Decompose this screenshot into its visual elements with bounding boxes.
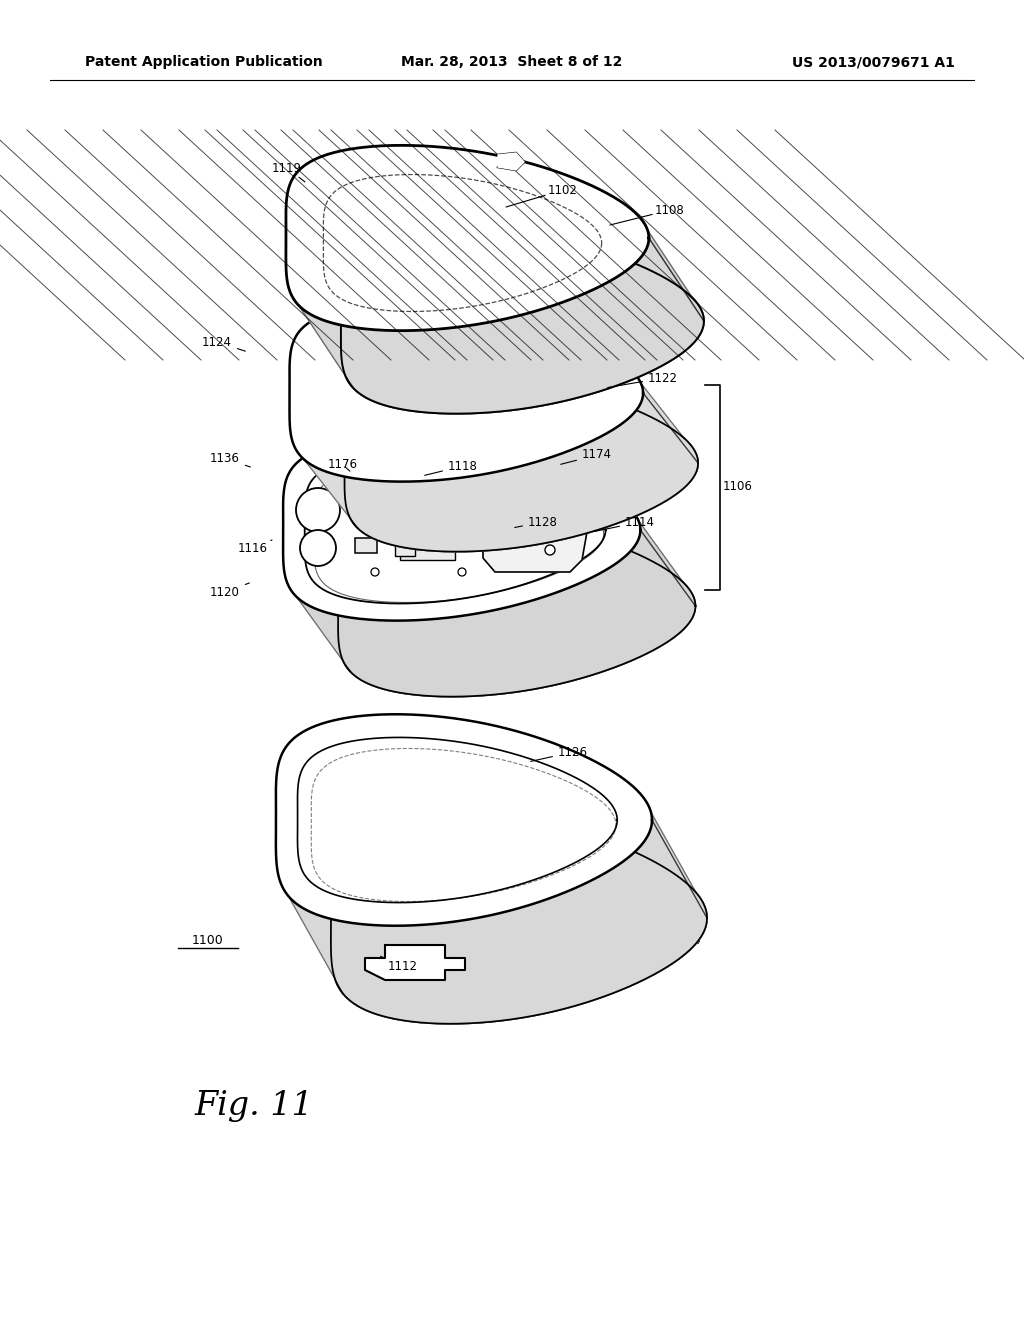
Polygon shape <box>290 305 643 482</box>
Bar <box>400 525 455 560</box>
Text: 1108: 1108 <box>610 203 685 224</box>
Polygon shape <box>286 145 649 330</box>
Text: 1104: 1104 <box>670 933 701 946</box>
Polygon shape <box>331 812 707 1024</box>
Polygon shape <box>275 714 652 925</box>
Text: Mar. 28, 2013  Sheet 8 of 12: Mar. 28, 2013 Sheet 8 of 12 <box>401 55 623 69</box>
Text: 1119: 1119 <box>272 161 305 182</box>
Polygon shape <box>341 228 703 413</box>
Text: 1114: 1114 <box>595 516 655 532</box>
Bar <box>350 495 378 513</box>
Circle shape <box>300 531 336 566</box>
Bar <box>355 539 377 553</box>
Text: 1118: 1118 <box>425 459 478 475</box>
Text: 1128: 1128 <box>515 516 558 528</box>
Polygon shape <box>338 515 695 697</box>
Circle shape <box>371 568 379 576</box>
Circle shape <box>515 531 525 540</box>
Polygon shape <box>290 391 345 462</box>
Polygon shape <box>286 145 649 330</box>
Text: US 2013/0079671 A1: US 2013/0079671 A1 <box>793 55 955 69</box>
Polygon shape <box>289 820 707 1024</box>
Polygon shape <box>299 238 703 413</box>
Text: 1112: 1112 <box>381 956 418 974</box>
Text: 1100: 1100 <box>193 933 224 946</box>
Polygon shape <box>628 507 695 606</box>
Polygon shape <box>286 235 341 319</box>
Bar <box>395 490 415 506</box>
Polygon shape <box>344 375 698 552</box>
Text: 1174: 1174 <box>561 449 612 465</box>
Polygon shape <box>305 457 605 603</box>
Polygon shape <box>297 531 695 697</box>
Text: 1136: 1136 <box>210 451 251 467</box>
Polygon shape <box>283 440 640 620</box>
Polygon shape <box>641 795 707 917</box>
Text: 1124: 1124 <box>202 335 246 351</box>
Text: 1116: 1116 <box>238 540 272 554</box>
Text: 1176: 1176 <box>328 458 358 471</box>
Circle shape <box>366 480 374 488</box>
Text: 1122: 1122 <box>607 371 678 388</box>
Text: 1126: 1126 <box>530 746 588 762</box>
Polygon shape <box>365 945 465 979</box>
Polygon shape <box>483 500 590 572</box>
Text: Patent Application Publication: Patent Application Publication <box>85 55 323 69</box>
Polygon shape <box>498 153 524 170</box>
Text: 1120: 1120 <box>210 583 250 598</box>
Text: 1102: 1102 <box>506 183 578 207</box>
Polygon shape <box>304 393 698 552</box>
Circle shape <box>545 545 555 554</box>
Polygon shape <box>637 215 703 321</box>
Polygon shape <box>298 738 617 903</box>
Bar <box>395 539 415 556</box>
Circle shape <box>296 488 340 532</box>
Text: Fig. 11: Fig. 11 <box>195 1090 314 1122</box>
Circle shape <box>456 484 464 492</box>
Text: 1106: 1106 <box>723 480 753 494</box>
Polygon shape <box>284 527 338 605</box>
Polygon shape <box>629 368 698 463</box>
Circle shape <box>458 568 466 576</box>
Polygon shape <box>276 817 331 916</box>
